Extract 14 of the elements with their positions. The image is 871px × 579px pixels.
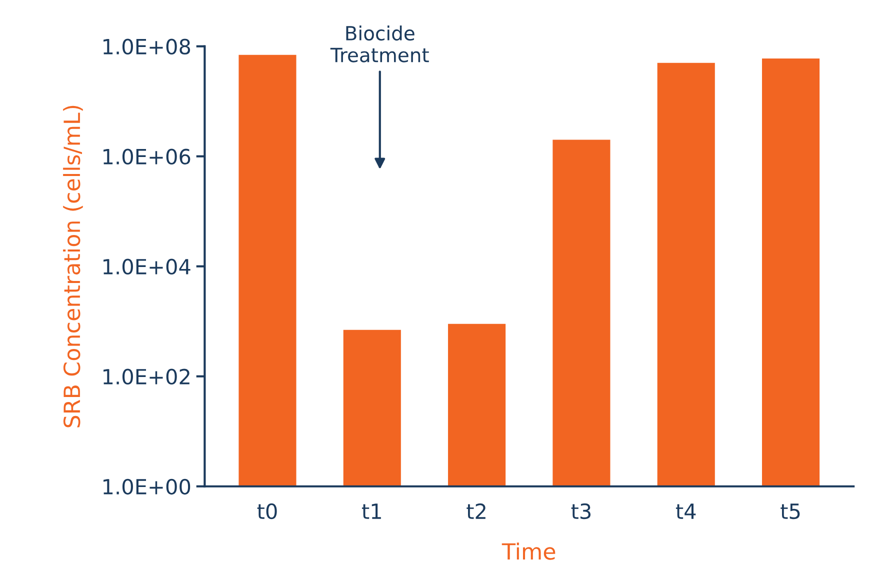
y-tick-label: 1.0E+08	[104, 38, 190, 55]
y-tick-label: 1.0E+00	[104, 478, 190, 495]
y-axis-title: SRB Concentration (cells/mL)	[63, 106, 83, 428]
x-axis-title: Time	[502, 542, 556, 560]
x-tick-label: t3	[571, 503, 591, 520]
x-tick-label: t0	[257, 503, 277, 520]
x-tick-label: t1	[362, 504, 381, 519]
y-tick-label: 1.0E+06	[104, 148, 190, 165]
x-tick-label: t4	[676, 504, 696, 519]
y-tick-label: 1.0E+02	[104, 368, 190, 385]
y-tick-label: 1.0E+04	[104, 258, 190, 275]
x-tick-label: t2	[466, 503, 486, 519]
annotation: Biocide Treatment	[330, 26, 429, 62]
x-tick-label: t5	[780, 504, 800, 520]
